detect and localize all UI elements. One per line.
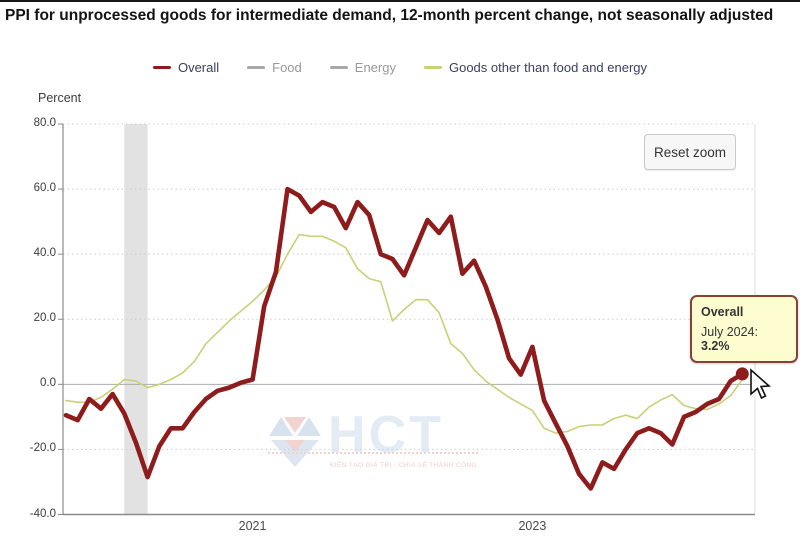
legend-item-goods-other[interactable]: Goods other than food and energy	[423, 60, 648, 75]
goods-other-swatch-icon	[423, 66, 442, 69]
x-tick-label: 2021	[238, 519, 267, 533]
tooltip: Overall July 2024: 3.2%	[690, 295, 798, 363]
y-tick-label: -20.0	[29, 442, 56, 455]
overall-last-point-marker[interactable]	[735, 367, 749, 381]
y-tick-label: -40.0	[29, 507, 56, 520]
mouse-cursor	[750, 368, 771, 400]
y-tick-label: 60.0	[33, 182, 56, 195]
legend-label-overall: Overall	[177, 60, 220, 75]
legend-item-food[interactable]: Food	[247, 60, 302, 75]
energy-swatch-icon	[329, 66, 348, 69]
legend: Overall Food Energy Goods other than food a…	[0, 60, 800, 75]
overall-line[interactable]	[63, 186, 745, 491]
goods-other-line[interactable]	[65, 233, 744, 434]
chart-title: PPI for unprocessed goods for intermedia…	[5, 7, 774, 24]
legend-label-food: Food	[272, 60, 302, 75]
y-tick-label: 0.0	[40, 377, 56, 390]
tooltip-value-line: July 2024: 3.2%	[701, 325, 758, 353]
y-tick-label: 40.0	[33, 247, 56, 260]
overall-swatch-icon	[152, 66, 171, 69]
y-tick-label: 20.0	[33, 312, 56, 325]
legend-label-energy: Energy	[354, 60, 396, 75]
tooltip-series-name: Overall	[701, 305, 744, 319]
x-tick-label: 2023	[518, 519, 547, 533]
y-tick-label: 80.0	[33, 117, 56, 129]
legend-item-overall[interactable]: Overall	[152, 60, 220, 75]
tooltip-value: 3.2%	[701, 339, 730, 353]
food-swatch-icon	[247, 66, 266, 69]
legend-item-energy[interactable]: Energy	[329, 60, 396, 75]
y-axis-title: Percent	[38, 91, 82, 105]
reset-zoom-button[interactable]: Reset zoom	[644, 134, 736, 170]
legend-label-goods-other: Goods other than food and energy	[448, 60, 648, 75]
